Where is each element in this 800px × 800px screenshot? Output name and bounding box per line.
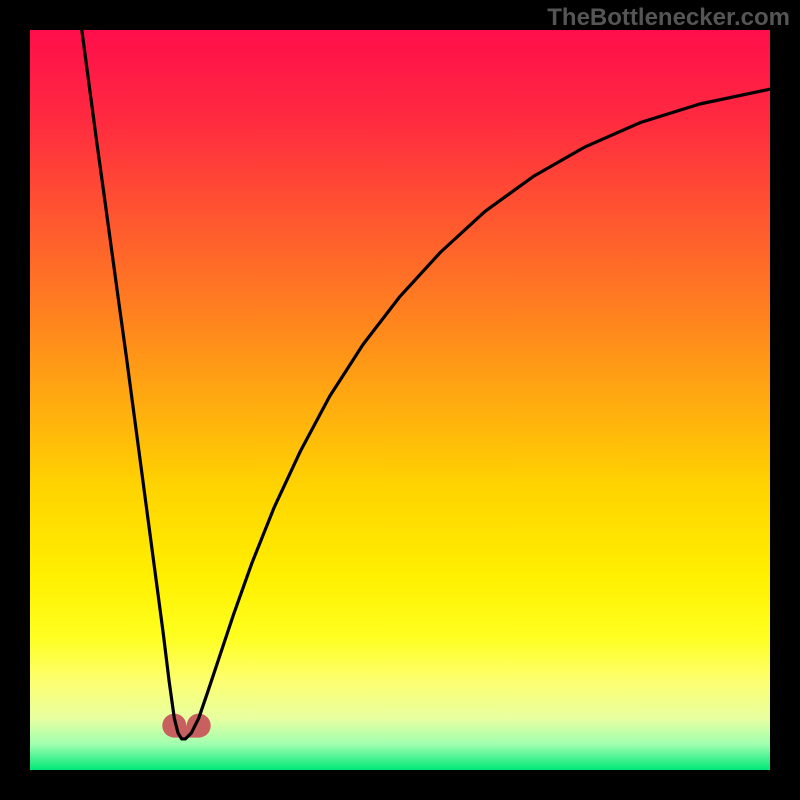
watermark-text: TheBottlenecker.com: [547, 4, 790, 32]
plot-background-gradient: [30, 30, 770, 770]
bottleneck-chart-svg: [0, 0, 800, 800]
chart-container: TheBottlenecker.com: [0, 0, 800, 800]
